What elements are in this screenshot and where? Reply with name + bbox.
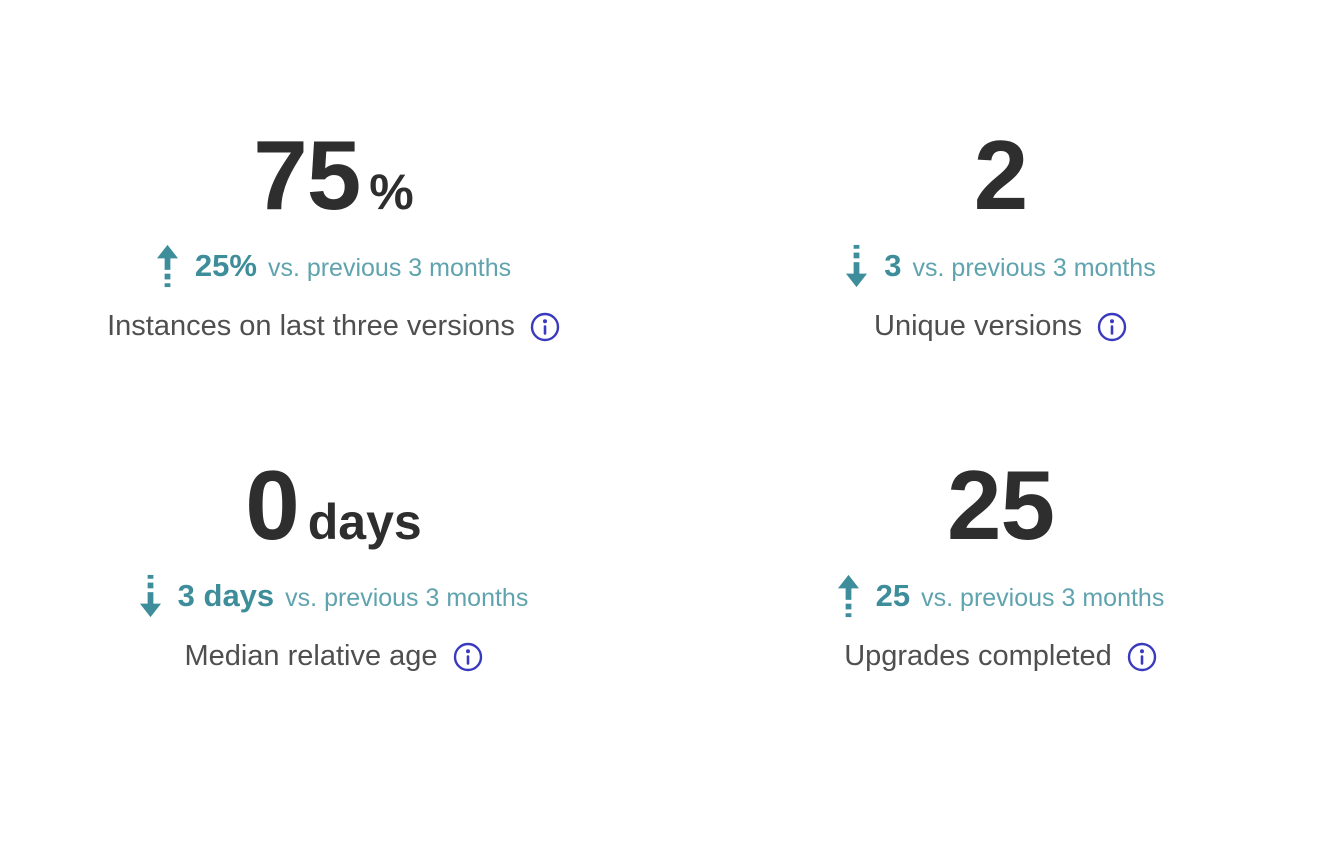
stat-trend-row: 25 vs. previous 3 months	[837, 574, 1165, 618]
stat-label: Instances on last three versions	[107, 310, 515, 342]
stat-value: 75 %	[253, 126, 413, 224]
stat-trend-text: 25% vs. previous 3 months	[195, 248, 511, 284]
stat-label: Unique versions	[874, 310, 1082, 342]
stat-label-row: Unique versions	[874, 310, 1127, 343]
info-icon[interactable]	[453, 642, 483, 672]
info-icon[interactable]	[1097, 312, 1127, 342]
stat-value-number: 2	[973, 120, 1029, 230]
stat-trend-text: 3 days vs. previous 3 months	[178, 578, 529, 614]
info-icon[interactable]	[530, 312, 560, 342]
stat-label: Median relative age	[184, 640, 438, 672]
stat-change-context: vs. previous 3 months	[267, 254, 512, 282]
stat-trend-text: 25 vs. previous 3 months	[876, 578, 1165, 614]
stat-value-number: 25	[946, 450, 1055, 560]
stat-value: 2	[973, 120, 1029, 230]
stat-label-row: Instances on last three versions	[107, 310, 560, 343]
stat-card-upgrades-completed: 25 25 vs. previous 3 months Upgrades	[667, 430, 1334, 856]
stat-change-context: vs. previous 3 months	[285, 584, 529, 612]
stat-card-instances-on-last-three-versions: 75 % 25% vs. previous 3 months Instanc	[0, 0, 667, 430]
trend-down-arrow-icon	[846, 244, 868, 288]
trend-up-arrow-icon	[837, 574, 859, 618]
stat-label-row: Median relative age	[184, 640, 482, 673]
stat-label-row: Upgrades completed	[844, 640, 1157, 673]
stat-change-value: 25%	[194, 248, 257, 283]
stat-value: 25	[946, 450, 1055, 560]
stat-trend-row: 3 days vs. previous 3 months	[139, 574, 529, 618]
trend-up-arrow-icon	[156, 244, 178, 288]
stat-value-suffix: %	[369, 164, 414, 220]
stat-value-suffix: days	[307, 494, 422, 550]
stat-card-median-relative-age: 0 days 3 days vs. previous 3 months Me	[0, 430, 667, 856]
trend-down-arrow-icon	[139, 574, 161, 618]
stat-change-value: 3	[884, 248, 902, 283]
stat-value: 0 days	[245, 456, 421, 554]
stat-trend-row: 3 vs. previous 3 months	[845, 244, 1156, 288]
stat-label: Upgrades completed	[844, 640, 1112, 672]
stat-change-context: vs. previous 3 months	[921, 584, 1165, 612]
stat-change-value: 25	[875, 578, 911, 613]
stat-change-value: 3 days	[177, 578, 275, 613]
info-icon[interactable]	[1127, 642, 1157, 672]
stat-change-context: vs. previous 3 months	[912, 254, 1156, 282]
stat-value-number: 0	[245, 450, 300, 560]
stat-value-number: 75	[253, 120, 361, 230]
stat-trend-row: 25% vs. previous 3 months	[156, 244, 511, 288]
stat-card-unique-versions: 2 3 vs. previous 3 months Unique vers	[667, 0, 1334, 430]
stat-trend-text: 3 vs. previous 3 months	[884, 248, 1155, 284]
